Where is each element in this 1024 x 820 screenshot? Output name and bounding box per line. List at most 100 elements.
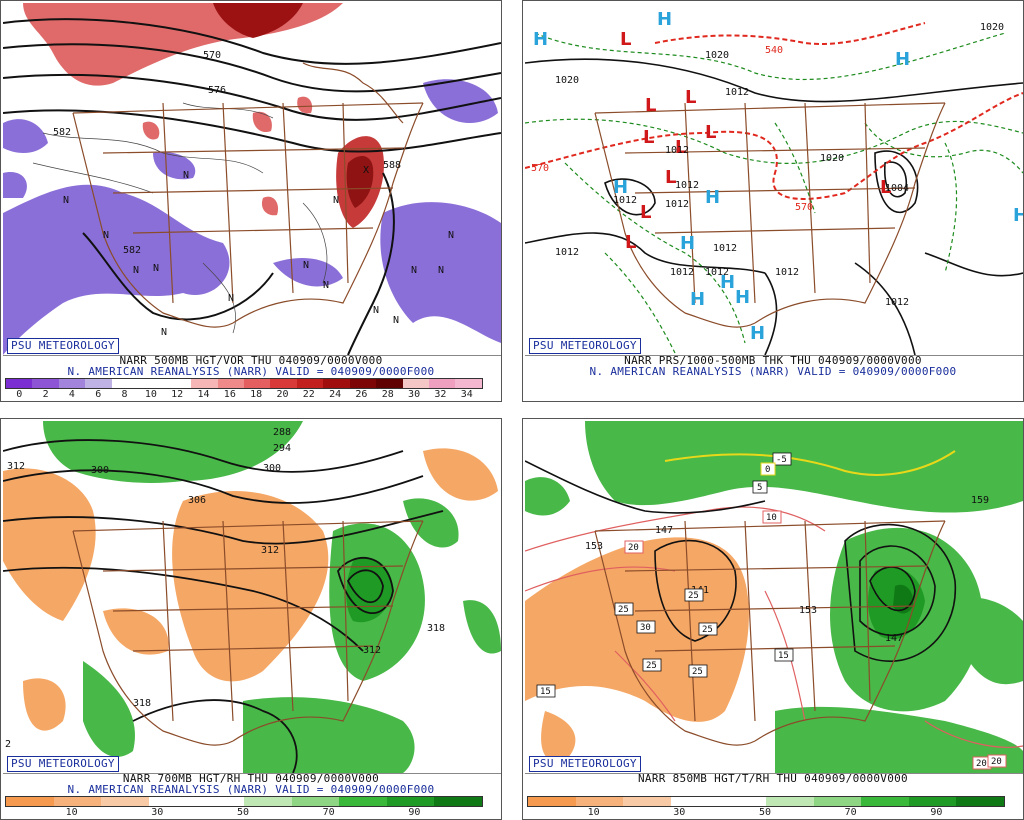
colorbar-tick-label: 0 [16,389,23,400]
colorbar-ticks: 0 2 4 6 8 10 12 14 16 18 20 22 24 26 28 30 32 34 [5,389,481,401]
temp-label: 25 [688,591,699,601]
hgt-label: 582 [53,127,71,138]
map-500mb-svg: 570 576 582 588 582 N N N N N N N N N N … [3,3,501,355]
isobar-label: 1012 [713,243,737,254]
temp-box: 20 [624,540,644,554]
low-pressure-symbol: L [620,29,631,50]
colorbar-tick-label: 10 [587,807,600,818]
hgt-label: 318 [133,698,151,709]
colorbar-tick-label: 8 [121,389,128,400]
colorbar-swatch [718,797,766,806]
temp-box: -5 [772,452,792,466]
colorbar-tick-label: 18 [250,389,263,400]
vort-label: N [63,195,69,206]
colorbar-swatch [296,379,324,388]
colorbar-tick-label: 70 [844,807,857,818]
vort-label: N [323,280,329,291]
panel-valid-line: N. AMERICAN REANALYSIS (NARR) VALID = 04… [67,783,435,796]
temp-label: 15 [540,687,551,697]
colorbar-tick-label: 6 [95,389,102,400]
psu-meteorology-tag: PSU METEOROLOGY [529,338,641,354]
colorbar-tick-label: 4 [68,389,75,400]
isobar-label: 1020 [705,50,729,61]
temp-box: 25 [698,622,718,636]
colorbar-swatch [339,797,387,806]
temp-label: 25 [618,605,629,615]
psu-meteorology-tag: PSU METEOROLOGY [529,756,641,772]
isobar-label: 1012 [885,297,909,308]
temp-box: 15 [536,684,556,698]
colorbar-tick-label: 30 [673,807,686,818]
temp-box: 20 [972,756,992,770]
panel-title: NARR 500MB HGT/VOR THU 040909/0000V000 [119,354,383,367]
hgt-label: 312 [261,545,279,556]
colorbar-tick-label: 30 [151,807,164,818]
colorbar-tick-label: 16 [223,389,236,400]
isobar-label: 1012 [775,267,799,278]
hgt-label: 147 [655,525,673,536]
high-pressure-symbol: H [750,323,765,344]
colorbar-rh [5,796,483,807]
temp-box: 5 [752,480,768,494]
low-pressure-symbol: L [880,177,891,198]
hgt-label: 570 [203,50,221,61]
low-pressure-symbol: L [643,127,654,148]
high-pressure-symbol: H [720,272,735,293]
colorbar-swatch [575,797,624,806]
colorbar-tick-label: 12 [171,389,184,400]
colorbar-swatch [196,797,244,806]
colorbar-swatch [32,379,59,388]
high-pressure-symbol: H [680,233,695,254]
hgt-label: 147 [885,633,903,644]
colorbar-swatch [191,379,218,388]
colorbar-tick-label: 90 [408,807,421,818]
high-pressure-symbol: H [657,9,672,30]
panel-700mb: 312 300 306 300 294 288 312 318 312 318 … [0,418,502,820]
colorbar-swatch [111,379,139,388]
map-prs-thk: L L L L L L L L L L H H H H H H H H H H … [525,3,1023,356]
isobar-label: 1012 [725,87,749,98]
colorbar-tick-label: 2 [42,389,49,400]
hgt-label: 159 [971,495,989,506]
panel-title: NARR 700MB HGT/RH THU 040909/0000V000 [122,772,380,785]
hgt-label: 300 [263,463,281,474]
temp-box: 20 [987,754,1007,768]
panel-valid-line: N. AMERICAN REANALYSIS (NARR) VALID = 04… [589,365,957,378]
temp-label: 30 [640,623,651,633]
vort-label: N [228,293,234,304]
colorbar-swatch [670,797,719,806]
hgt-label: 312 [363,645,381,656]
panel-prs-thk: L L L L L L L L L L H H H H H H H H H H … [522,0,1024,402]
panel-title: NARR 850MB HGT/T/RH THU 040909/0000V000 [638,772,908,785]
isobar-label: 1012 [670,267,694,278]
thickness-label: 570 [531,163,549,174]
hgt-label: 576 [208,85,226,96]
colorbar-tick-label: 70 [322,807,335,818]
colorbar-swatch [429,379,456,388]
vort-label: N [103,230,109,241]
temp-box: 10 [762,510,782,524]
isobar-label: 1012 [675,180,699,191]
hgt-label: 2 [5,739,11,750]
map-850mb-svg: 153 147 153 147 141 159 -5 0 5 10 [525,421,1023,773]
isobar-label: 1004 [885,183,909,194]
vort-label: N [411,265,417,276]
colorbar-swatch [386,797,435,806]
psu-meteorology-tag: PSU METEOROLOGY [7,338,119,354]
colorbar-vorticity [5,378,483,389]
high-pressure-symbol: H [895,49,910,70]
colorbar-tick-label: 90 [930,807,943,818]
isobar-label: 1012 [555,247,579,258]
map-700mb: 312 300 306 300 294 288 312 318 312 318 … [3,421,501,774]
high-pressure-symbol: H [735,287,750,308]
hgt-label: 153 [585,541,603,552]
hgt-label: 582 [123,245,141,256]
temp-label: 15 [778,651,789,661]
map-500mb: 570 576 582 588 582 N N N N N N N N N N … [3,3,501,356]
vort-label: N [438,265,444,276]
colorbar-tick-label: 24 [329,389,342,400]
temp-box: 0 [760,462,776,476]
colorbar-tick-label: 50 [236,807,250,818]
colorbar-swatch [243,379,271,388]
isobar-label: 1020 [820,153,844,164]
